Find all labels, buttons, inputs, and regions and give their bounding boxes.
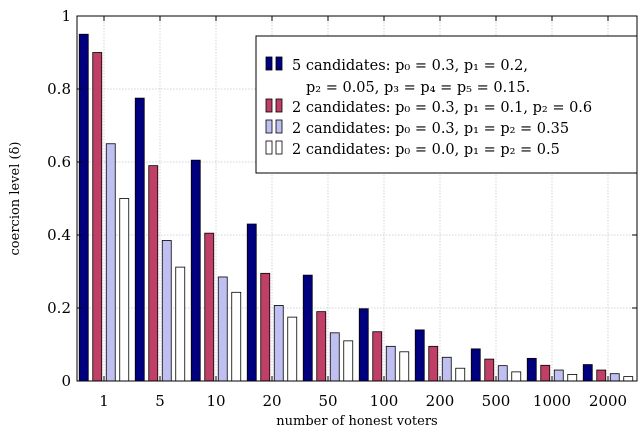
bar — [553, 369, 564, 382]
bar — [358, 308, 369, 382]
bar — [567, 374, 578, 382]
x-tick-label: 1 — [99, 392, 109, 410]
legend-box — [255, 35, 638, 174]
bar — [414, 329, 425, 382]
x-tick-label: 200 — [426, 392, 455, 410]
bar — [119, 198, 130, 382]
bar — [372, 331, 383, 382]
bar — [596, 369, 607, 382]
x-tick-label: 5 — [155, 392, 165, 410]
bar — [190, 159, 201, 382]
y-tick-label: 0.8 — [47, 80, 71, 98]
x-tick-label: 50 — [318, 392, 337, 410]
legend-swatch — [275, 56, 283, 71]
y-axis-label: coercion level (δ) — [8, 142, 23, 256]
x-tick-label: 2000 — [589, 392, 627, 410]
x-tick-label: 10 — [206, 392, 225, 410]
bar — [105, 143, 116, 382]
legend-entry: 2 candidates: p₀ = 0.0, p₁ = p₂ = 0.5 — [292, 142, 560, 158]
y-tick-label: 0.6 — [47, 153, 71, 171]
bar — [470, 348, 481, 382]
bar — [78, 33, 89, 382]
legend-swatch — [275, 140, 283, 155]
y-tick-label: 0 — [61, 372, 71, 390]
bar — [246, 223, 257, 382]
axis-ticks — [77, 15, 637, 382]
bar — [148, 165, 159, 382]
legend-swatch — [265, 140, 273, 155]
legend-swatch — [275, 119, 283, 134]
x-tick-labels: 1 5 10 20 50 100 200 500 1000 2000 — [99, 392, 627, 410]
bar — [497, 365, 508, 382]
bar — [484, 358, 495, 382]
bar — [231, 291, 242, 382]
bar — [540, 364, 551, 382]
x-tick-label: 1000 — [533, 392, 571, 410]
bar — [623, 376, 634, 382]
y-tick-label: 0.4 — [47, 226, 71, 244]
bar — [511, 371, 522, 382]
legend-entry: p₂ = 0.05, p₃ = p₄ = p₅ = 0.15. — [306, 80, 530, 96]
legend-swatch — [265, 56, 273, 71]
bar — [582, 364, 593, 382]
plot-frame — [76, 15, 638, 382]
legend: 5 candidates: p₀ = 0.3, p₁ = 0.2, p₂ = 0.… — [255, 35, 638, 174]
bar — [455, 367, 466, 382]
bar — [175, 266, 186, 382]
bar — [161, 240, 172, 382]
bar — [134, 97, 145, 382]
legend-swatch — [265, 119, 273, 134]
bar — [260, 272, 271, 382]
y-tick-labels: 0 0.2 0.4 0.6 0.8 1 — [47, 7, 71, 390]
x-tick-label: 20 — [262, 392, 281, 410]
bar — [217, 276, 228, 382]
bar — [316, 311, 327, 382]
x-tick-label: 500 — [482, 392, 511, 410]
legend-entry: 2 candidates: p₀ = 0.3, p₁ = 0.1, p₂ = 0… — [292, 100, 592, 116]
legend-entry: 2 candidates: p₀ = 0.3, p₁ = p₂ = 0.35 — [292, 121, 569, 137]
bar — [526, 357, 537, 382]
bar — [343, 340, 354, 382]
legend-entry: 5 candidates: p₀ = 0.3, p₁ = 0.2, — [292, 58, 528, 74]
bar — [273, 305, 284, 382]
bar — [609, 373, 620, 382]
x-tick-label: 100 — [370, 392, 399, 410]
bar — [385, 345, 396, 382]
y-tick-label: 0.2 — [47, 299, 71, 317]
legend-swatch — [275, 98, 283, 113]
y-tick-label: 1 — [61, 7, 71, 25]
bar — [302, 274, 313, 382]
x-axis-label: number of honest voters — [276, 414, 437, 429]
bar — [329, 332, 340, 382]
bar — [399, 351, 410, 382]
bar — [441, 356, 452, 382]
legend-swatch — [265, 98, 273, 113]
bar — [92, 52, 103, 382]
bar — [428, 345, 439, 382]
bar — [287, 316, 298, 382]
bar — [204, 232, 215, 382]
